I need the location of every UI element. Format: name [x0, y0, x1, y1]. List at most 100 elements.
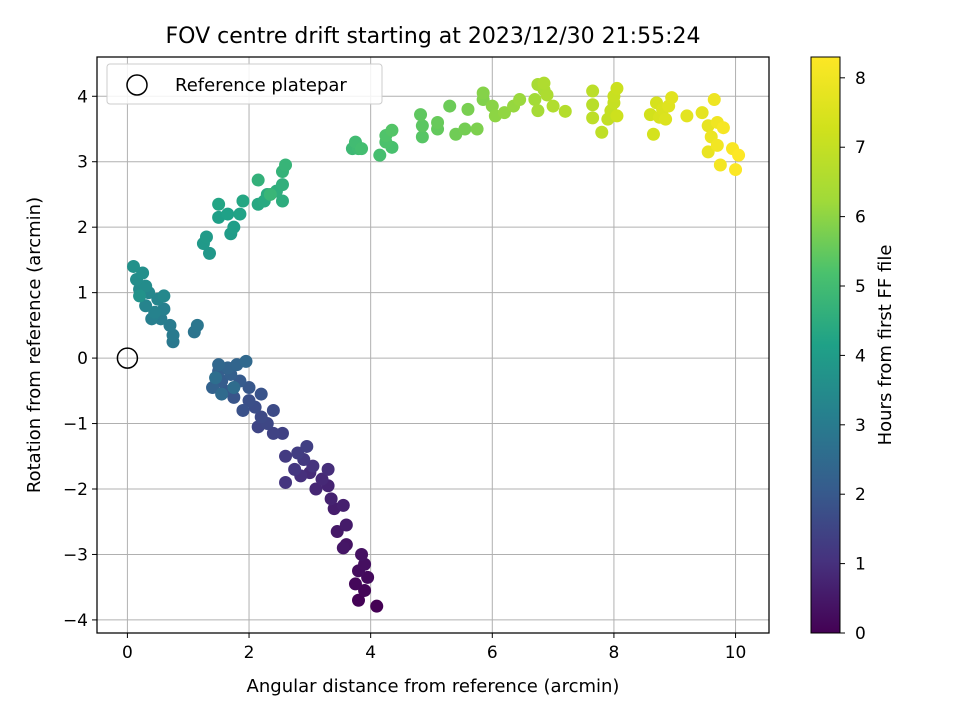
- drift-point: [306, 459, 320, 473]
- legend-box: [106, 63, 383, 105]
- drift-point: [680, 109, 694, 123]
- drift-point: [537, 76, 551, 90]
- y-tick-label: 0: [77, 349, 88, 369]
- drift-point: [336, 541, 350, 555]
- y-tick-label: −3: [63, 545, 88, 565]
- y-axis-ticks: −4 −3 −2 −1 0 1 2 3 4: [63, 87, 97, 631]
- drift-point: [370, 599, 384, 613]
- drift-point: [254, 387, 268, 401]
- colorbar-tick-label: 6: [855, 208, 866, 228]
- drift-point: [528, 93, 542, 107]
- drift-point: [236, 403, 250, 417]
- drift-point: [203, 246, 217, 260]
- drift-point: [497, 106, 511, 120]
- drift-point: [336, 498, 350, 512]
- drift-point: [485, 99, 499, 113]
- drift-point: [586, 98, 600, 112]
- drift-point: [139, 279, 153, 293]
- drift-point: [242, 381, 256, 395]
- drift-point: [707, 93, 721, 107]
- drift-point: [330, 525, 344, 539]
- drift-point: [461, 102, 475, 116]
- drift-point: [458, 122, 472, 136]
- drift-point: [163, 318, 177, 332]
- drift-point: [610, 81, 624, 95]
- drift-point: [321, 462, 335, 476]
- x-tick-label: 4: [365, 643, 376, 663]
- drift-point: [659, 112, 673, 126]
- x-tick-label: 10: [725, 643, 747, 663]
- colorbar-label: Hours from first FF file: [875, 245, 896, 446]
- drift-point: [209, 371, 223, 385]
- drift-point: [558, 104, 572, 118]
- drift-point: [148, 305, 162, 319]
- drift-point: [324, 492, 338, 506]
- drift-point: [279, 449, 293, 463]
- drift-point: [646, 127, 660, 141]
- colorbar-tick-label: 4: [855, 346, 866, 366]
- drift-point: [136, 266, 150, 280]
- drift-point: [126, 259, 140, 273]
- drift-point: [266, 403, 280, 417]
- colorbar-tick-label: 1: [855, 555, 866, 575]
- drift-point: [695, 106, 709, 120]
- y-tick-label: 3: [77, 153, 88, 173]
- y-tick-label: 1: [77, 284, 88, 304]
- drift-point: [212, 358, 226, 372]
- colorbar-tick-label: 3: [855, 416, 866, 436]
- drift-point: [279, 475, 293, 489]
- drift-point: [206, 381, 220, 395]
- drift-point: [665, 91, 679, 105]
- drift-point: [358, 583, 372, 597]
- drift-point: [275, 194, 289, 208]
- drift-point: [242, 394, 256, 408]
- drift-point: [339, 518, 353, 532]
- drift-point: [315, 472, 329, 486]
- drift-point: [531, 104, 545, 118]
- legend: Reference platepar: [106, 63, 383, 105]
- y-axis-label: Rotation from reference (arcmin): [24, 197, 45, 493]
- drift-point: [279, 158, 293, 172]
- grid-lines: [97, 57, 769, 633]
- drift-point: [254, 410, 268, 424]
- drift-point: [227, 220, 241, 234]
- drift-point: [251, 173, 265, 187]
- chart-title: FOV centre drift starting at 2023/12/30 …: [166, 24, 701, 49]
- drift-point: [732, 148, 746, 162]
- drift-point: [212, 197, 226, 211]
- drift-point: [701, 145, 715, 159]
- drift-point: [227, 381, 241, 395]
- data-points: [116, 76, 746, 613]
- drift-point: [309, 482, 323, 496]
- plot-frame: [96, 56, 770, 634]
- drift-point: [355, 142, 369, 156]
- drift-point: [415, 119, 429, 133]
- drift-point: [415, 130, 429, 144]
- drift-point: [729, 163, 743, 177]
- drift-point: [166, 328, 180, 342]
- drift-point: [713, 158, 727, 172]
- drift-point: [291, 446, 305, 460]
- x-tick-label: 0: [122, 643, 133, 663]
- drift-point: [348, 577, 362, 591]
- drift-point: [431, 115, 445, 129]
- drift-point: [610, 109, 624, 123]
- y-tick-label: 2: [77, 218, 88, 238]
- drift-point: [414, 108, 428, 122]
- x-axis-label: Angular distance from reference (arcmin): [247, 676, 620, 697]
- drift-point: [275, 426, 289, 440]
- legend-reference-label: Reference platepar: [175, 75, 347, 96]
- colorbar-tick-label: 5: [855, 277, 866, 297]
- drift-point: [358, 557, 372, 571]
- drift-point: [476, 86, 490, 100]
- drift-point: [190, 318, 204, 332]
- drift-point: [716, 121, 730, 135]
- drift-point: [595, 125, 609, 139]
- drift-point: [227, 390, 241, 404]
- drift-point: [385, 123, 399, 137]
- drift-point: [710, 138, 724, 152]
- colorbar-tick-label: 2: [855, 485, 866, 505]
- drift-point: [373, 148, 387, 162]
- legend-reference-marker: [126, 74, 148, 96]
